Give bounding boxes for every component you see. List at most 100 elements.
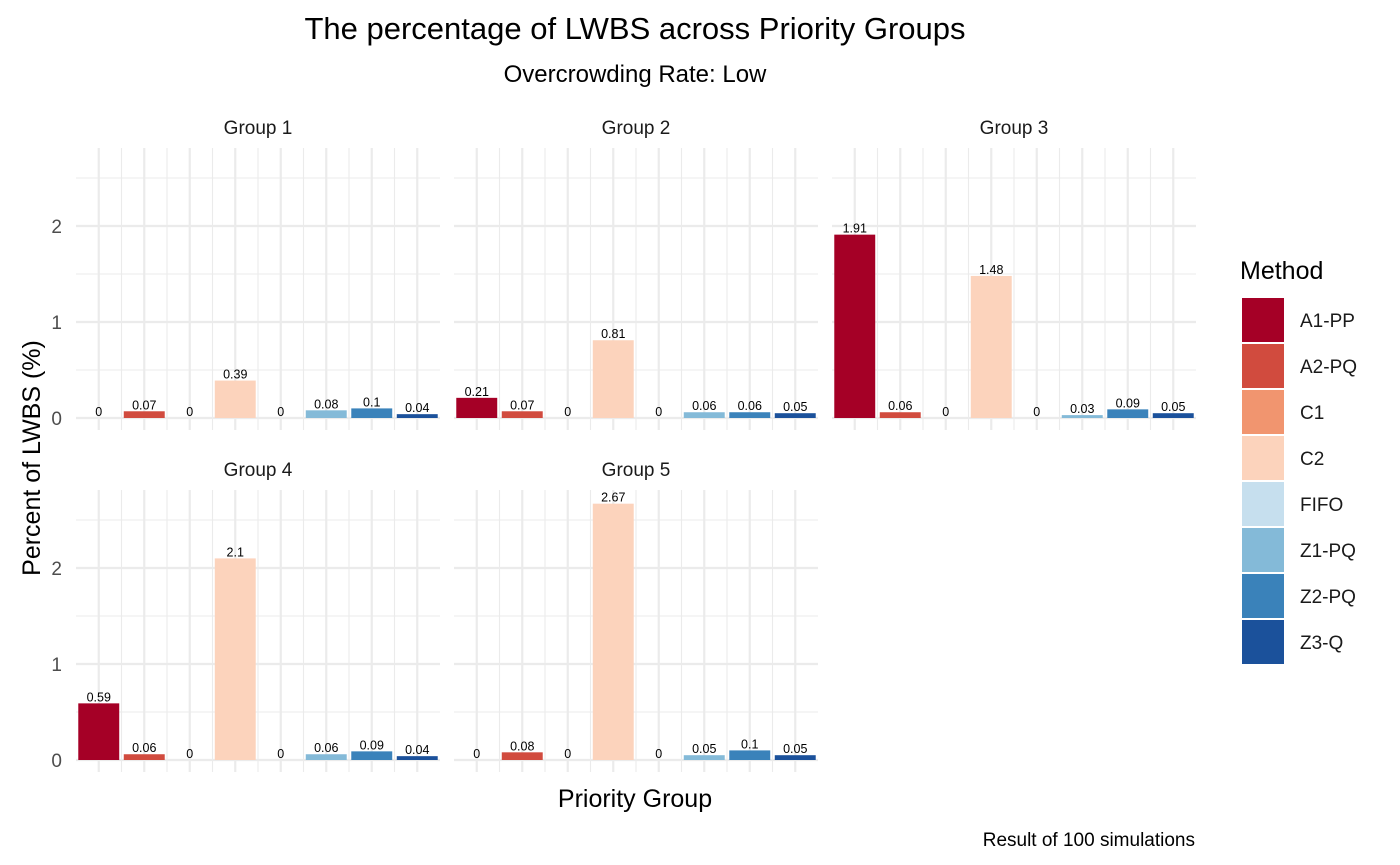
legend-swatch xyxy=(1242,436,1284,480)
legend-swatch xyxy=(1242,298,1284,342)
bar-value-label: 0 xyxy=(277,405,284,419)
bar-value-label: 0.08 xyxy=(510,739,534,753)
bar-value-label: 0.05 xyxy=(692,742,716,756)
bar xyxy=(501,752,543,760)
bar xyxy=(351,751,393,760)
facet-strip-label: Group 5 xyxy=(602,460,671,481)
bar-value-label: 0.81 xyxy=(601,327,625,341)
bar-value-label: 0 xyxy=(655,747,662,761)
bar-value-label: 0 xyxy=(1033,405,1040,419)
legend-label: C2 xyxy=(1300,449,1324,470)
bar-value-label: 0 xyxy=(942,405,949,419)
bar-value-label: 0.05 xyxy=(783,742,807,756)
x-axis-title: Priority Group xyxy=(558,785,712,813)
bar-value-label: 0.05 xyxy=(783,400,807,414)
bar-value-label: 0.04 xyxy=(405,401,429,415)
bar-value-label: 0 xyxy=(564,405,571,419)
bar-value-label: 0.04 xyxy=(405,743,429,757)
bar-value-label: 1.91 xyxy=(843,222,867,236)
legend-label: Z1-PQ xyxy=(1300,541,1356,562)
legend-label: Z3-Q xyxy=(1300,633,1343,654)
y-tick-label: 2 xyxy=(51,559,62,580)
facet-strip-label: Group 3 xyxy=(980,118,1049,139)
bar xyxy=(592,340,634,418)
facet-panel: Group 2 0.21 0.07 0 0.81 0 0.06 0.06 0.05 xyxy=(454,118,818,430)
bar-value-label: 0 xyxy=(95,405,102,419)
bar xyxy=(683,412,725,418)
legend-swatch xyxy=(1242,574,1284,618)
bar-value-label: 0.1 xyxy=(363,395,380,409)
legend-label: Z2-PQ xyxy=(1300,587,1356,608)
bar xyxy=(729,750,771,760)
bar xyxy=(879,412,921,418)
bar xyxy=(214,380,256,418)
y-axis-title: Percent of LWBS (%) xyxy=(18,340,46,576)
legend-label: C1 xyxy=(1300,403,1324,424)
y-tick-label: 1 xyxy=(51,655,62,676)
bar xyxy=(592,503,634,760)
legend-label: FIFO xyxy=(1300,495,1343,516)
bar-value-label: 0.03 xyxy=(1070,402,1094,416)
bar xyxy=(123,754,165,760)
bar xyxy=(214,558,256,760)
bar-value-label: 0 xyxy=(564,747,571,761)
legend-swatch xyxy=(1242,344,1284,388)
bar xyxy=(683,755,725,760)
bar-value-label: 0 xyxy=(277,747,284,761)
bar xyxy=(305,410,347,418)
bar-value-label: 0.06 xyxy=(738,399,762,413)
bar-value-label: 0.05 xyxy=(1161,400,1185,414)
bar-value-label: 0.07 xyxy=(132,398,156,412)
facet-strip-label: Group 1 xyxy=(224,118,293,139)
chart-subtitle: Overcrowding Rate: Low xyxy=(504,61,767,88)
bar-value-label: 1.48 xyxy=(979,263,1003,277)
facet-strip-label: Group 2 xyxy=(602,118,671,139)
bar xyxy=(456,397,498,418)
bar-value-label: 0.09 xyxy=(1116,396,1140,410)
facet-panel: Group 4 0.59 0.06 0 2.1 0 0.06 0.09 0.04 0 1 2 xyxy=(51,460,440,772)
bar xyxy=(1061,415,1103,418)
legend: Method A1-PP A2-PQ C1 C2 FIFO Z1-PQ Z2-PQ Z3-Q xyxy=(1240,257,1357,664)
legend-swatch xyxy=(1242,620,1284,664)
bar xyxy=(970,275,1012,418)
bar-value-label: 0.21 xyxy=(465,385,489,399)
bar-value-label: 0.39 xyxy=(223,368,247,382)
bar xyxy=(305,754,347,760)
bar-value-label: 0.59 xyxy=(87,690,111,704)
facet-panels: Group 1 0 0.07 0 0.39 0 0.08 0.1 0.04 0 1 2 Group 2 0… xyxy=(51,118,1196,772)
bar-value-label: 2.1 xyxy=(227,545,244,559)
bar xyxy=(729,412,771,418)
legend-swatch xyxy=(1242,482,1284,526)
bar-value-label: 0 xyxy=(655,405,662,419)
legend-swatch xyxy=(1242,390,1284,434)
y-tick-label: 0 xyxy=(51,409,62,430)
bar-value-label: 0.06 xyxy=(888,399,912,413)
y-tick-label: 0 xyxy=(51,751,62,772)
facet-strip-label: Group 4 xyxy=(224,460,293,481)
y-tick-label: 1 xyxy=(51,313,62,334)
legend-title: Method xyxy=(1240,257,1323,285)
facet-panel: Group 3 1.91 0.06 0 1.48 0 0.03 0.09 0.05 xyxy=(832,118,1196,430)
y-tick-label: 2 xyxy=(51,217,62,238)
bar-value-label: 0.09 xyxy=(360,738,384,752)
legend-label: A1-PP xyxy=(1300,311,1355,332)
bar xyxy=(834,234,876,418)
bar xyxy=(78,703,120,760)
bar-value-label: 0.1 xyxy=(741,737,758,751)
bar xyxy=(774,413,816,418)
bar-value-label: 0 xyxy=(186,747,193,761)
facet-panel: Group 5 0 0.08 0 2.67 0 0.05 0.1 0.05 xyxy=(454,460,818,772)
bar-value-label: 0.06 xyxy=(692,399,716,413)
bar-value-label: 0.08 xyxy=(314,397,338,411)
bar-value-label: 0.07 xyxy=(510,398,534,412)
bar xyxy=(123,411,165,418)
facet-panel: Group 1 0 0.07 0 0.39 0 0.08 0.1 0.04 0 1 2 xyxy=(51,118,440,430)
bar-value-label: 2.67 xyxy=(601,491,625,505)
bar xyxy=(501,411,543,418)
bar xyxy=(1152,413,1194,418)
bar-value-label: 0 xyxy=(473,747,480,761)
bar xyxy=(1107,409,1149,418)
bar-value-label: 0.06 xyxy=(314,741,338,755)
legend-swatch xyxy=(1242,528,1284,572)
